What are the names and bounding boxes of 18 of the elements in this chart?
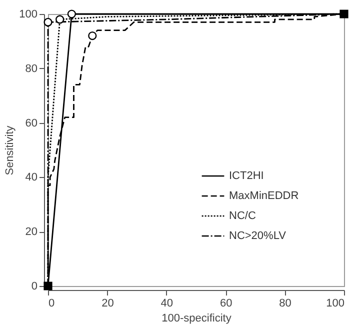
y-tick-label: 40	[25, 172, 38, 184]
legend-label: ICT2HI	[229, 170, 264, 182]
x-tick-label: 40	[160, 298, 174, 310]
y-tick-label: 60	[25, 117, 38, 130]
legend-label: NC/C	[229, 210, 256, 222]
legend-label: NC>20%LV	[229, 230, 287, 242]
y-axis-title: Sensitivity	[4, 125, 16, 176]
x-axis-title: 100-specificity	[162, 312, 232, 324]
x-tick-label: 60	[220, 298, 232, 310]
x-tick-label: 80	[279, 298, 292, 310]
x-tick-label: 20	[102, 298, 114, 310]
y-tick-label: 0	[31, 280, 38, 292]
legend-label: MaxMinEDDR	[229, 190, 299, 202]
x-tick-label: 100	[326, 298, 344, 310]
y-tick-label: 100	[19, 8, 38, 20]
y-tick-label: 20	[25, 226, 38, 238]
x-tick-label: 0	[48, 298, 55, 310]
y-tick-label: 80	[25, 62, 38, 75]
